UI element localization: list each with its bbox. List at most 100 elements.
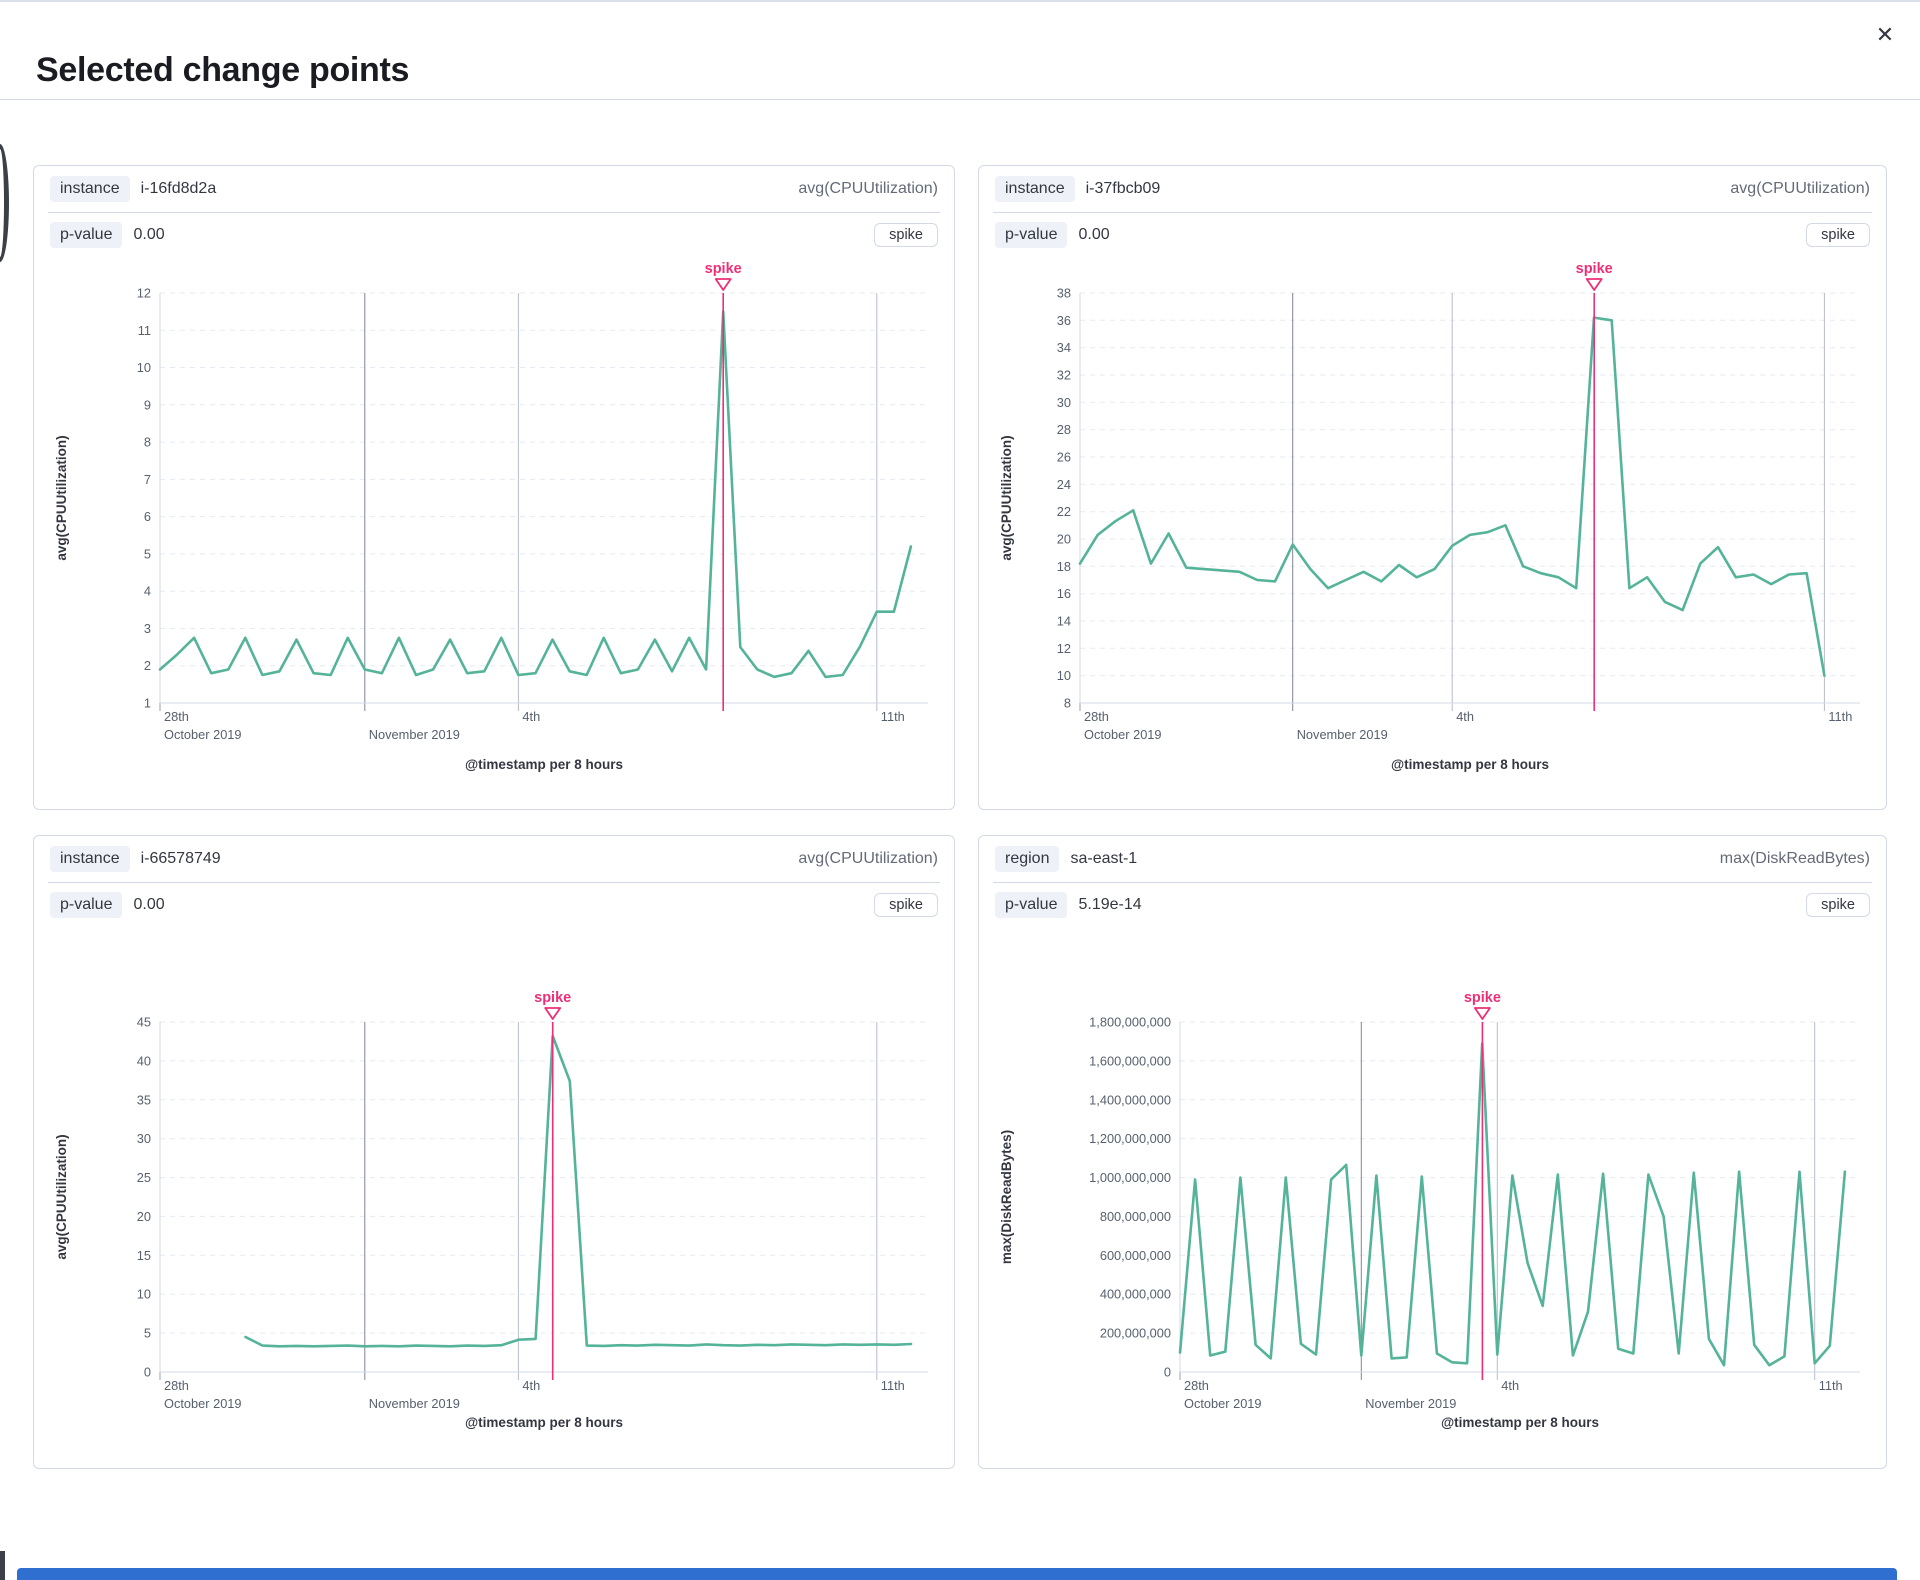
x-tick-label: October 2019 xyxy=(164,1396,242,1411)
page-title: Selected change points xyxy=(36,50,410,89)
y-tick-label: 34 xyxy=(1057,340,1071,355)
change-type-badge: spike xyxy=(874,223,938,247)
chart-container: 8 10 12 14 16 18 20 22 24 26 28 30 32 34 36 38 28th Octob… xyxy=(979,257,1886,777)
x-tick-label: 4th xyxy=(1501,1378,1519,1393)
split-field-badge: region xyxy=(995,846,1060,872)
split-field-value: i-37fbcb09 xyxy=(1085,180,1161,197)
y-tick-label: 0 xyxy=(1164,1365,1171,1380)
p-value-row: p-value 5.19e-14 spike xyxy=(979,883,1886,927)
y-tick-label: 32 xyxy=(1057,368,1071,383)
x-tick-label: November 2019 xyxy=(1365,1396,1456,1411)
y-tick-label: 45 xyxy=(137,1015,151,1030)
y-tick-label: 20 xyxy=(1057,532,1071,547)
x-tick-label: 28th xyxy=(164,1378,189,1393)
change-point-chart[interactable]: 0 200,000,000 400,000,000 600,000,000 800,00… xyxy=(995,927,1872,1435)
change-point-panel: instance i-66578749 avg(CPUUtilization) … xyxy=(33,835,955,1469)
p-value: 0.00 xyxy=(1078,226,1110,243)
y-tick-label: 11 xyxy=(138,323,151,338)
x-tick-label: November 2019 xyxy=(369,1396,460,1411)
change-type-badge: spike xyxy=(1806,893,1870,917)
y-tick-label: 400,000,000 xyxy=(1100,1287,1171,1302)
p-value-badge: p-value xyxy=(50,892,123,918)
y-tick-label: 24 xyxy=(1057,477,1071,492)
y-axis-title: avg(CPUUtilization) xyxy=(54,435,69,560)
y-tick-label: 28 xyxy=(1057,422,1071,437)
x-tick-label: 28th xyxy=(1084,709,1109,724)
series-line xyxy=(1178,1042,1847,1367)
close-button[interactable]: ✕ xyxy=(1866,16,1904,54)
y-axis-title: avg(CPUUtilization) xyxy=(999,435,1014,560)
x-tick-label: 28th xyxy=(164,709,189,724)
y-tick-label: 1,800,000,000 xyxy=(1089,1015,1171,1030)
y-tick-label: 12 xyxy=(1057,641,1071,656)
metric-label: avg(CPUUtilization) xyxy=(798,850,938,867)
y-tick-label: 10 xyxy=(1057,668,1071,683)
y-tick-label: 8 xyxy=(1064,696,1071,711)
change-point-chart[interactable]: 8 10 12 14 16 18 20 22 24 26 28 30 32 34 36 38 28th Octob… xyxy=(995,257,1872,777)
change-type-badge: spike xyxy=(874,893,938,917)
y-tick-label: 5 xyxy=(144,1326,151,1341)
y-tick-label: 3 xyxy=(144,621,151,636)
spike-annotation-label: spike xyxy=(1464,990,1501,1006)
y-tick-label: 800,000,000 xyxy=(1100,1209,1171,1224)
change-point-panel: instance i-37fbcb09 avg(CPUUtilization) … xyxy=(978,165,1887,810)
y-tick-label: 1 xyxy=(144,696,151,711)
x-tick-label: October 2019 xyxy=(1084,727,1162,742)
x-axis-title: @timestamp per 8 hours xyxy=(465,1415,623,1430)
y-tick-label: 18 xyxy=(1057,559,1071,574)
spike-annotation-label: spike xyxy=(534,990,571,1006)
y-tick-label: 1,600,000,000 xyxy=(1089,1053,1171,1068)
chart-container: 0 200,000,000 400,000,000 600,000,000 800,00… xyxy=(979,927,1886,1435)
spike-marker-icon[interactable] xyxy=(544,1007,562,1020)
y-tick-label: 22 xyxy=(1057,504,1071,519)
series-line xyxy=(244,1034,913,1348)
split-field-badge: instance xyxy=(995,176,1075,202)
y-tick-label: 10 xyxy=(137,1287,151,1302)
metric-label: avg(CPUUtilization) xyxy=(798,180,938,197)
y-axis-title: avg(CPUUtilization) xyxy=(54,1134,69,1259)
x-tick-label: October 2019 xyxy=(1184,1396,1262,1411)
x-tick-label: 11th xyxy=(1819,1378,1843,1393)
x-axis-title: @timestamp per 8 hours xyxy=(465,757,623,772)
spike-annotation-label: spike xyxy=(705,261,742,277)
change-type-badge: spike xyxy=(1806,223,1870,247)
panel-divider xyxy=(48,882,940,883)
y-tick-label: 35 xyxy=(137,1092,151,1107)
y-tick-label: 40 xyxy=(137,1053,151,1068)
spike-marker-icon[interactable] xyxy=(1473,1007,1491,1020)
y-tick-label: 2 xyxy=(144,658,151,673)
y-tick-label: 6 xyxy=(144,509,151,524)
panel-divider xyxy=(993,882,1872,883)
y-tick-label: 30 xyxy=(1057,395,1071,410)
x-tick-label: 11th xyxy=(881,709,905,724)
y-tick-label: 1,400,000,000 xyxy=(1089,1092,1171,1107)
y-tick-label: 26 xyxy=(1057,450,1071,465)
y-tick-label: 30 xyxy=(137,1131,151,1146)
x-axis-title: @timestamp per 8 hours xyxy=(1391,757,1549,772)
y-axis-title: max(DiskReadBytes) xyxy=(999,1130,1014,1264)
y-tick-label: 25 xyxy=(137,1170,151,1185)
change-point-chart[interactable]: 0 5 10 15 20 25 30 35 40 45 28th October 2019 Novemb… xyxy=(50,927,940,1435)
x-axis-title: @timestamp per 8 hours xyxy=(1441,1415,1599,1430)
series-line xyxy=(1078,316,1826,678)
y-tick-label: 9 xyxy=(144,397,151,412)
p-value: 5.19e-14 xyxy=(1078,896,1142,913)
x-tick-label: 11th xyxy=(1828,709,1852,724)
chart-container: 0 5 10 15 20 25 30 35 40 45 28th October 2019 Novemb… xyxy=(34,927,954,1435)
x-tick-label: 11th xyxy=(881,1378,905,1393)
panel-header: instance i-37fbcb09 avg(CPUUtilization) xyxy=(979,166,1886,212)
close-icon: ✕ xyxy=(1875,22,1895,47)
chart-container: 1 2 3 4 5 6 7 8 9 10 11 12 28th October 2019 November … xyxy=(34,257,954,777)
spike-marker-icon[interactable] xyxy=(1585,278,1603,291)
panel-header: instance i-16fd8d2a avg(CPUUtilization) xyxy=(34,166,954,212)
x-tick-label: October 2019 xyxy=(164,727,242,742)
y-tick-label: 5 xyxy=(144,546,151,561)
spike-marker-icon[interactable] xyxy=(714,278,732,291)
split-field-badge: instance xyxy=(50,176,130,202)
split-field-value: i-66578749 xyxy=(140,850,221,867)
y-tick-label: 7 xyxy=(144,472,151,487)
y-tick-label: 12 xyxy=(137,286,151,301)
background-page-fragment xyxy=(0,144,9,262)
x-tick-label: 4th xyxy=(522,1378,540,1393)
